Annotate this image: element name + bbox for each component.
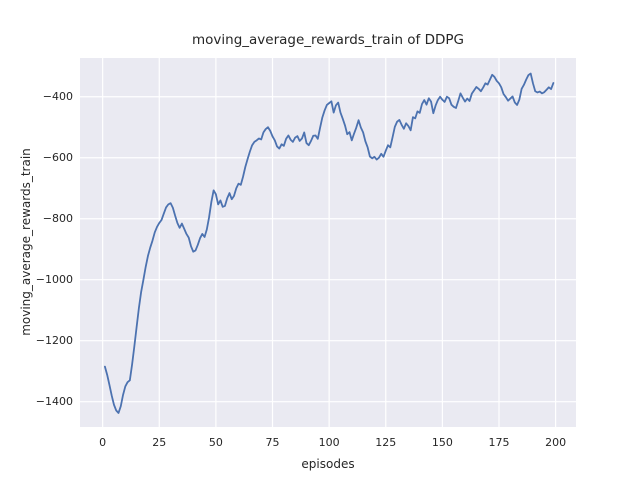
chart-title: moving_average_rewards_train of DDPG	[192, 32, 464, 48]
x-axis-label: episodes	[301, 457, 355, 471]
y-tick-label: −1000	[35, 272, 73, 286]
x-tick-label: 25	[152, 436, 167, 449]
x-tick-label: 125	[375, 436, 397, 449]
x-tick-label: 50	[208, 436, 223, 449]
series-line	[104, 72, 555, 414]
x-tick-label: 100	[318, 436, 340, 449]
x-tick-label: 175	[488, 436, 510, 449]
y-tick-label: −600	[42, 150, 73, 164]
x-tick-label: 200	[545, 436, 567, 449]
y-tick-label: −800	[42, 211, 73, 225]
x-tick-label: 75	[265, 436, 280, 449]
plot-area	[80, 58, 576, 427]
y-tick-label: −1200	[35, 333, 73, 347]
y-tick-label: −400	[42, 89, 73, 103]
y-tick-label: −1400	[35, 394, 73, 408]
x-tick-label: 0	[99, 436, 107, 449]
x-tick-label: 150	[431, 436, 453, 449]
